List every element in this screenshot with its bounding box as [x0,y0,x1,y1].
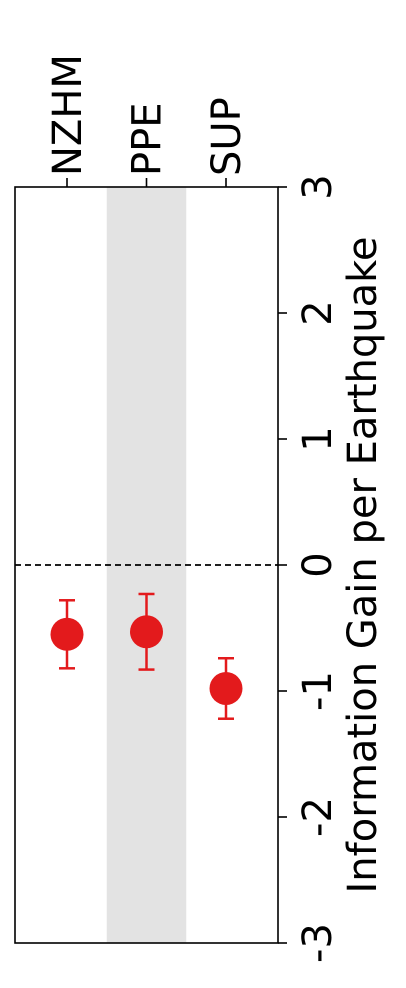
category-tick-label: SUP [204,97,250,176]
value-tick-label: -1 [295,671,341,711]
category-tick-label: NZHM [45,54,91,176]
data-points [50,592,243,720]
category-tick-label: PPE [125,102,171,176]
value-tick-label: 1 [295,426,341,451]
value-axis-label: Information Gain per Earthquake [340,237,386,894]
value-tick-label: 2 [295,300,341,325]
value-tick-label: 3 [295,174,341,199]
value-tick-label: 0 [295,552,341,577]
data-point [50,617,84,651]
value-tick-label: -3 [295,923,341,963]
data-point [209,671,243,705]
category-ticks: NZHM PPE SUP [45,54,250,187]
data-point [130,615,163,649]
value-ticks: -3 -2 -1 0 1 2 3 [278,174,341,963]
value-tick-label: -2 [295,797,341,837]
